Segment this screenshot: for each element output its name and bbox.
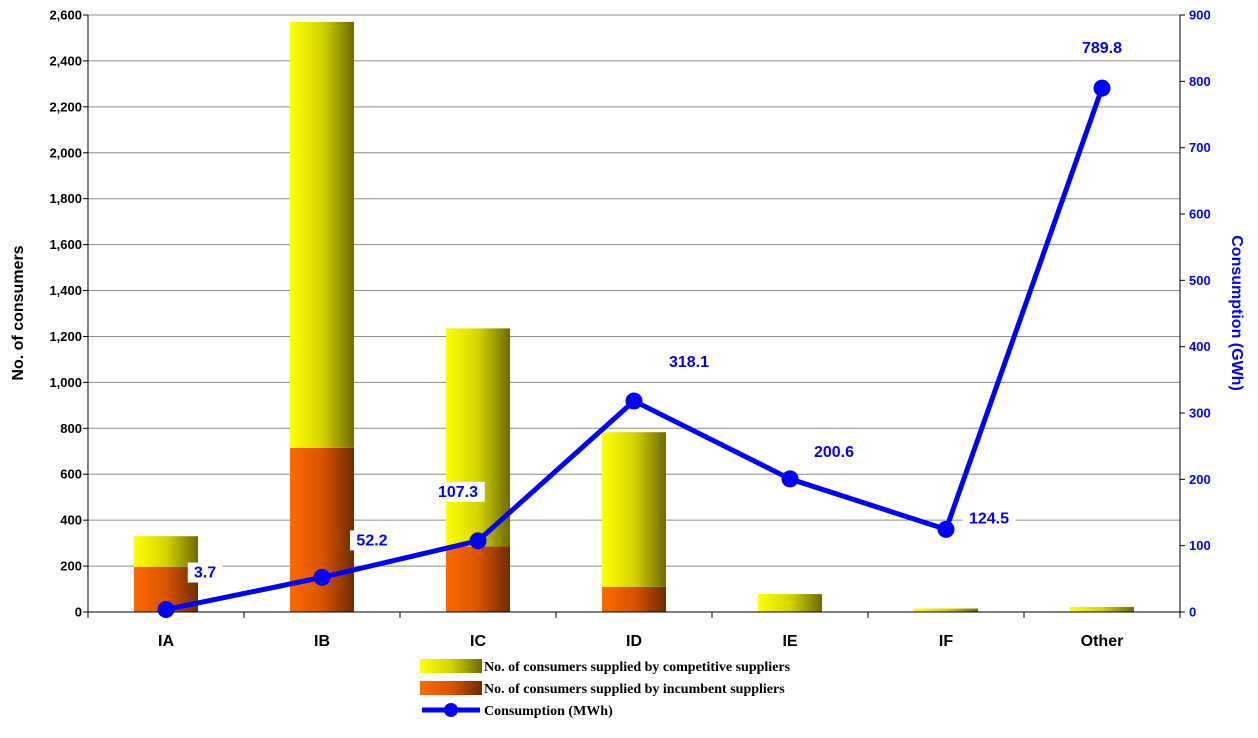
y2-axis-title: Consumption (GWh) (1228, 235, 1245, 391)
y2-tick-label: 900 (1189, 8, 1211, 23)
x-tick-label: IE (782, 633, 797, 650)
data-label: 52.2 (356, 532, 387, 549)
y-tick-label: 2,000 (49, 145, 82, 160)
x-tick-label: IC (470, 633, 486, 650)
consumption-point-id (625, 392, 643, 410)
data-label: 789.8 (1082, 40, 1122, 57)
consumption-line (157, 79, 1111, 619)
y-tick-label: 1,200 (49, 329, 82, 344)
data-label-bg (807, 441, 861, 462)
data-label-bg (431, 481, 485, 502)
y2-tick-label: 400 (1189, 339, 1211, 354)
bar-competitive-ic (446, 328, 510, 547)
y2-tick-label: 300 (1189, 406, 1211, 421)
y-tick-label: 400 (60, 513, 82, 528)
y-tick-label: 1,000 (49, 375, 82, 390)
data-labels: 3.7 52.2 107.3 318.1 200.6 124.5 789.8 (187, 38, 1129, 583)
x-tick-label: Other (1081, 633, 1124, 650)
consumption-point-ic (469, 532, 487, 550)
data-label: 107.3 (438, 484, 478, 501)
x-tick-label: IA (158, 633, 174, 650)
bar-competitive-ia (134, 536, 198, 567)
legend-label: No. of consumers supplied by competitive… (484, 660, 791, 675)
data-label: 318.1 (669, 354, 709, 371)
x-tick-label: IF (939, 633, 953, 650)
data-label-bg (962, 508, 1016, 529)
consumption-point-ib (313, 568, 331, 586)
data-label: 124.5 (969, 510, 1009, 527)
y-tick-label: 600 (60, 467, 82, 482)
gridlines (88, 14, 1180, 567)
consumption-point-other (1093, 79, 1111, 97)
y2-tick-label: 100 (1189, 538, 1211, 553)
y-tick-label: 800 (60, 421, 82, 436)
legend: No. of consumers supplied by competitive… (420, 659, 791, 719)
consumption-point-ie (781, 470, 799, 488)
y-tick-label: 1,800 (49, 191, 82, 206)
legend-swatch-marker (444, 703, 458, 717)
data-label-bg (187, 562, 223, 583)
y2-tick-label: 800 (1189, 74, 1211, 89)
bar-incumbent-ib (290, 447, 354, 612)
data-label-bg (662, 351, 716, 372)
bar-competitive-ib (290, 21, 354, 448)
y-tick-label: 1,400 (49, 283, 82, 298)
axes: 0 200 400 600 800 1,000 1,200 1,400 1,600 1,800 2,… (49, 8, 1210, 651)
legend-label: Consumption (MWh) (484, 704, 613, 719)
bar-competitive-other (1070, 606, 1134, 612)
y2-tick-label: 0 (1189, 605, 1196, 620)
y-tick-label: 1,600 (49, 237, 82, 252)
legend-label: No. of consumers supplied by incumbent s… (484, 682, 785, 697)
x-tick-label: IB (314, 633, 330, 650)
y2-tick-label: 600 (1189, 207, 1211, 222)
data-label: 3.7 (194, 565, 216, 582)
y-tick-label: 2,200 (49, 99, 82, 114)
bar-competitive-id (602, 432, 666, 587)
y-tick-label: 2,600 (49, 8, 82, 23)
y-tick-label: 0 (75, 605, 82, 620)
y2-tick-label: 500 (1189, 273, 1211, 288)
x-tick-label: ID (626, 633, 642, 650)
legend-swatch (420, 681, 482, 695)
y2-tick-label: 200 (1189, 472, 1211, 487)
data-label-bg (1075, 38, 1129, 59)
bar-competitive-ie (758, 594, 822, 612)
data-label-bg (350, 530, 394, 551)
bar-competitive-if (914, 608, 978, 612)
y-tick-label: 200 (60, 559, 82, 574)
legend-swatch (420, 659, 482, 673)
bar-incumbent-id (602, 586, 666, 612)
bar-series (134, 21, 1134, 612)
consumption-point-ia (157, 601, 175, 619)
data-label: 200.6 (814, 444, 854, 461)
consumption-point-if (937, 520, 955, 538)
y2-tick-label: 700 (1189, 140, 1211, 155)
bar-incumbent-ic (446, 546, 510, 612)
y-axis-title: No. of consumers (10, 245, 27, 380)
y-tick-label: 2,400 (49, 53, 82, 68)
